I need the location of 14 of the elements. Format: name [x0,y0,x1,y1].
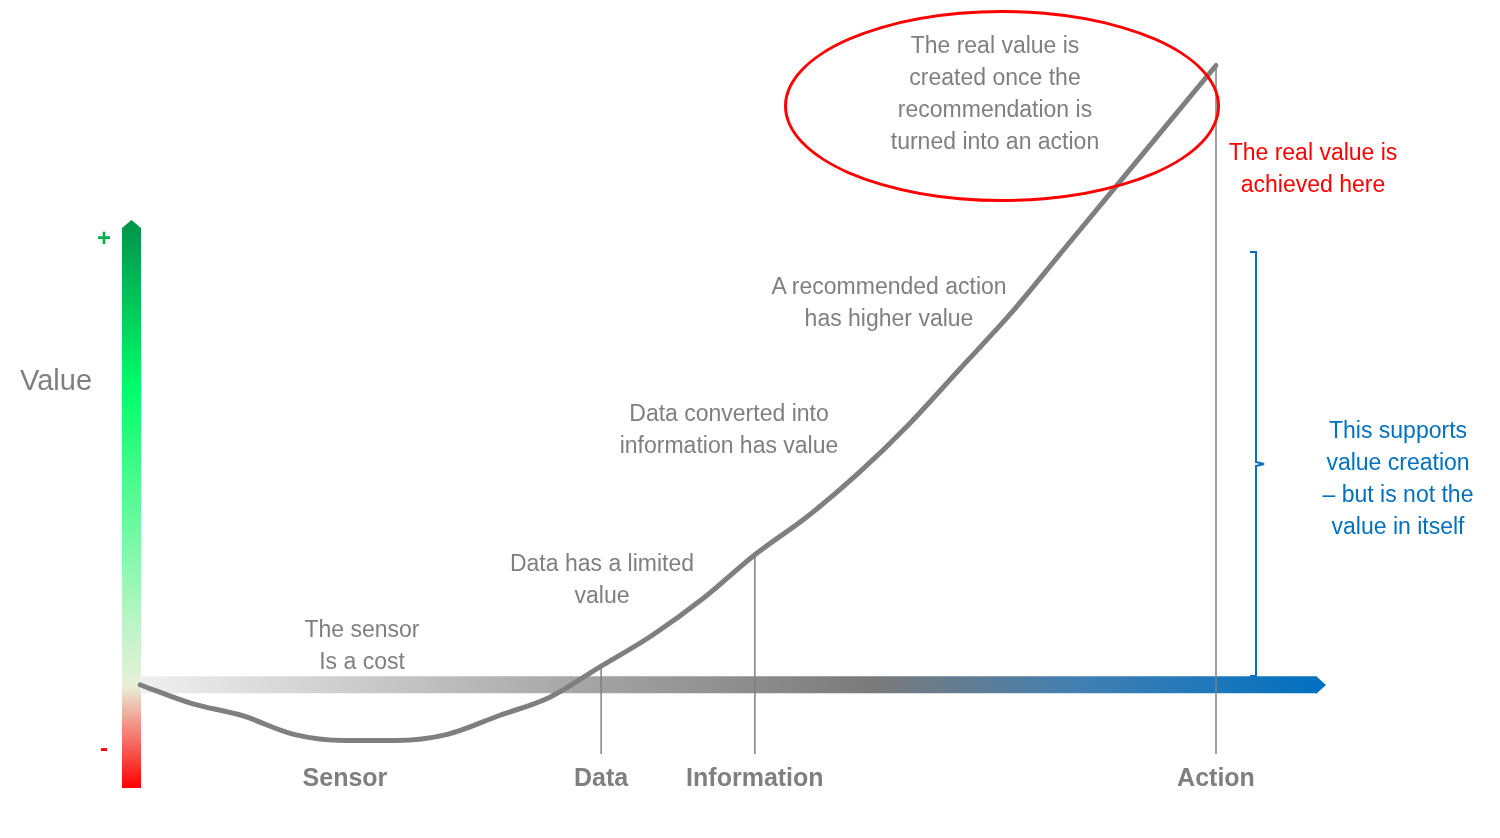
annotation: Data converted into information has value [619,399,839,460]
x-tick-label: Information [686,762,824,791]
x-tick-label: Data [574,762,630,791]
y-axis-title: Value [20,364,93,397]
annotation: The real value is created once the recommendation is turned into an action [890,31,1100,156]
annotation: The sensor Is a cost [304,615,420,676]
x-tick-label: Sensor [302,762,388,791]
annotation: Data has a limited value [509,549,695,610]
text: - [100,733,108,763]
text: This supports value creation – but is not the value in itself [1322,416,1474,541]
x-tick-label: Action [1177,762,1255,791]
annotation: A recommended action has higher value [771,272,1007,333]
annotation: The real value is achieved here [1228,138,1398,199]
text: + [96,223,112,253]
